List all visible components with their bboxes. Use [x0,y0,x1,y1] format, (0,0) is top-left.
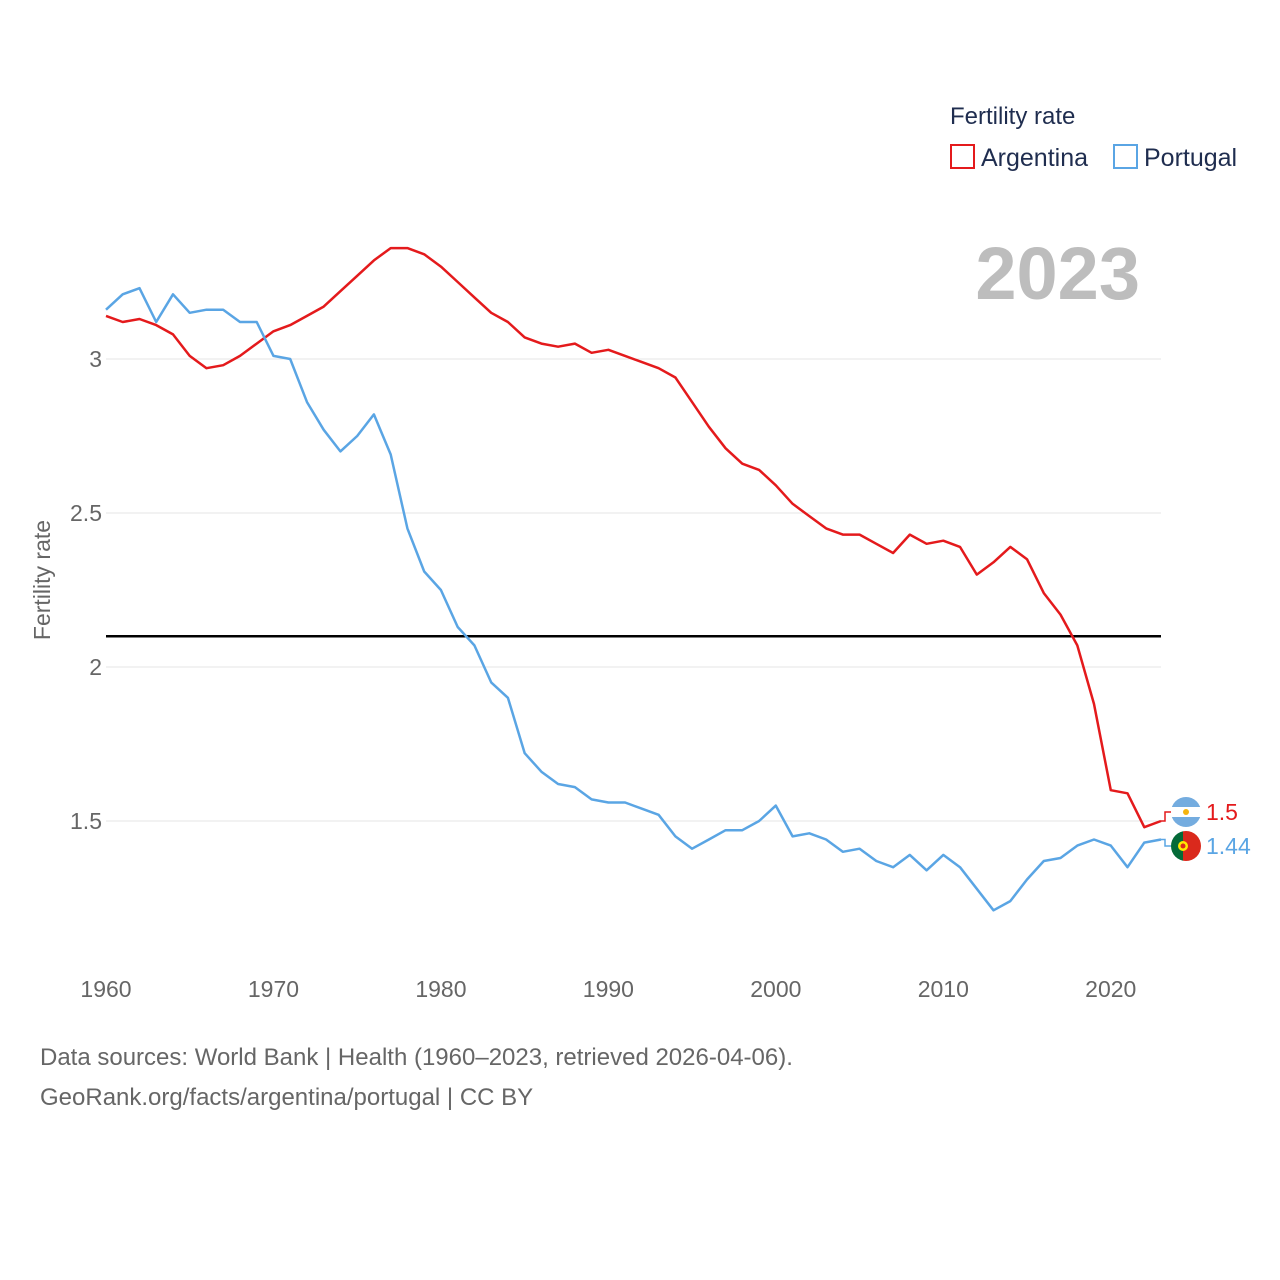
y-tick-label: 2 [89,654,102,680]
legend-title: Fertility rate [950,103,1075,130]
series-line-argentina [105,246,1162,829]
argentina-flag-icon [1171,797,1201,827]
fertility-rate-chart: 1.5 2 2.5 3 1960 1970 1980 1990 2000 2010 2020 Fe… [29,103,1251,1002]
x-tick-label: 1960 [80,976,131,1002]
end-value-label-portugal: 1.44 [1206,833,1251,859]
legend-swatch-portugal [1113,144,1138,169]
y-tick-label: 1.5 [70,808,102,834]
legend-label-portugal: Portugal [1144,144,1237,172]
x-tick-label: 2020 [1085,976,1136,1002]
x-tick-label: 2010 [918,976,969,1002]
grid-lines [106,358,1161,822]
legend-label-argentina: Argentina [981,144,1088,172]
y-axis-ticks: 1.5 2 2.5 3 [70,346,102,834]
y-tick-label: 3 [89,346,102,372]
portugal-flag-icon [1171,831,1201,861]
x-tick-label: 2000 [750,976,801,1002]
x-tick-label: 1970 [248,976,299,1002]
source-note: Data sources: World Bank | Health (1960–… [40,1044,793,1071]
series-lines [105,246,1162,912]
end-connector [1161,838,1171,847]
y-axis-title: Fertility rate [29,520,55,640]
end-value-label-argentina: 1.5 [1206,799,1238,825]
y-tick-label: 2.5 [70,500,102,526]
legend-item-argentina[interactable]: Argentina [950,144,1088,172]
legend-swatch-argentina [950,144,975,169]
legend: Fertility rate Argentina Portugal [950,103,1237,172]
x-tick-label: 1990 [583,976,634,1002]
legend-item-portugal[interactable]: Portugal [1113,144,1237,172]
credit-note: GeoRank.org/facts/argentina/portugal | C… [40,1084,534,1111]
x-tick-label: 1980 [415,976,466,1002]
current-year-label: 2023 [975,232,1140,315]
x-axis-ticks: 1960 1970 1980 1990 2000 2010 2020 [80,976,1136,1002]
end-connector [1161,811,1171,822]
end-markers: 1.5 1.44 [1161,797,1251,861]
series-line-portugal [105,286,1162,912]
